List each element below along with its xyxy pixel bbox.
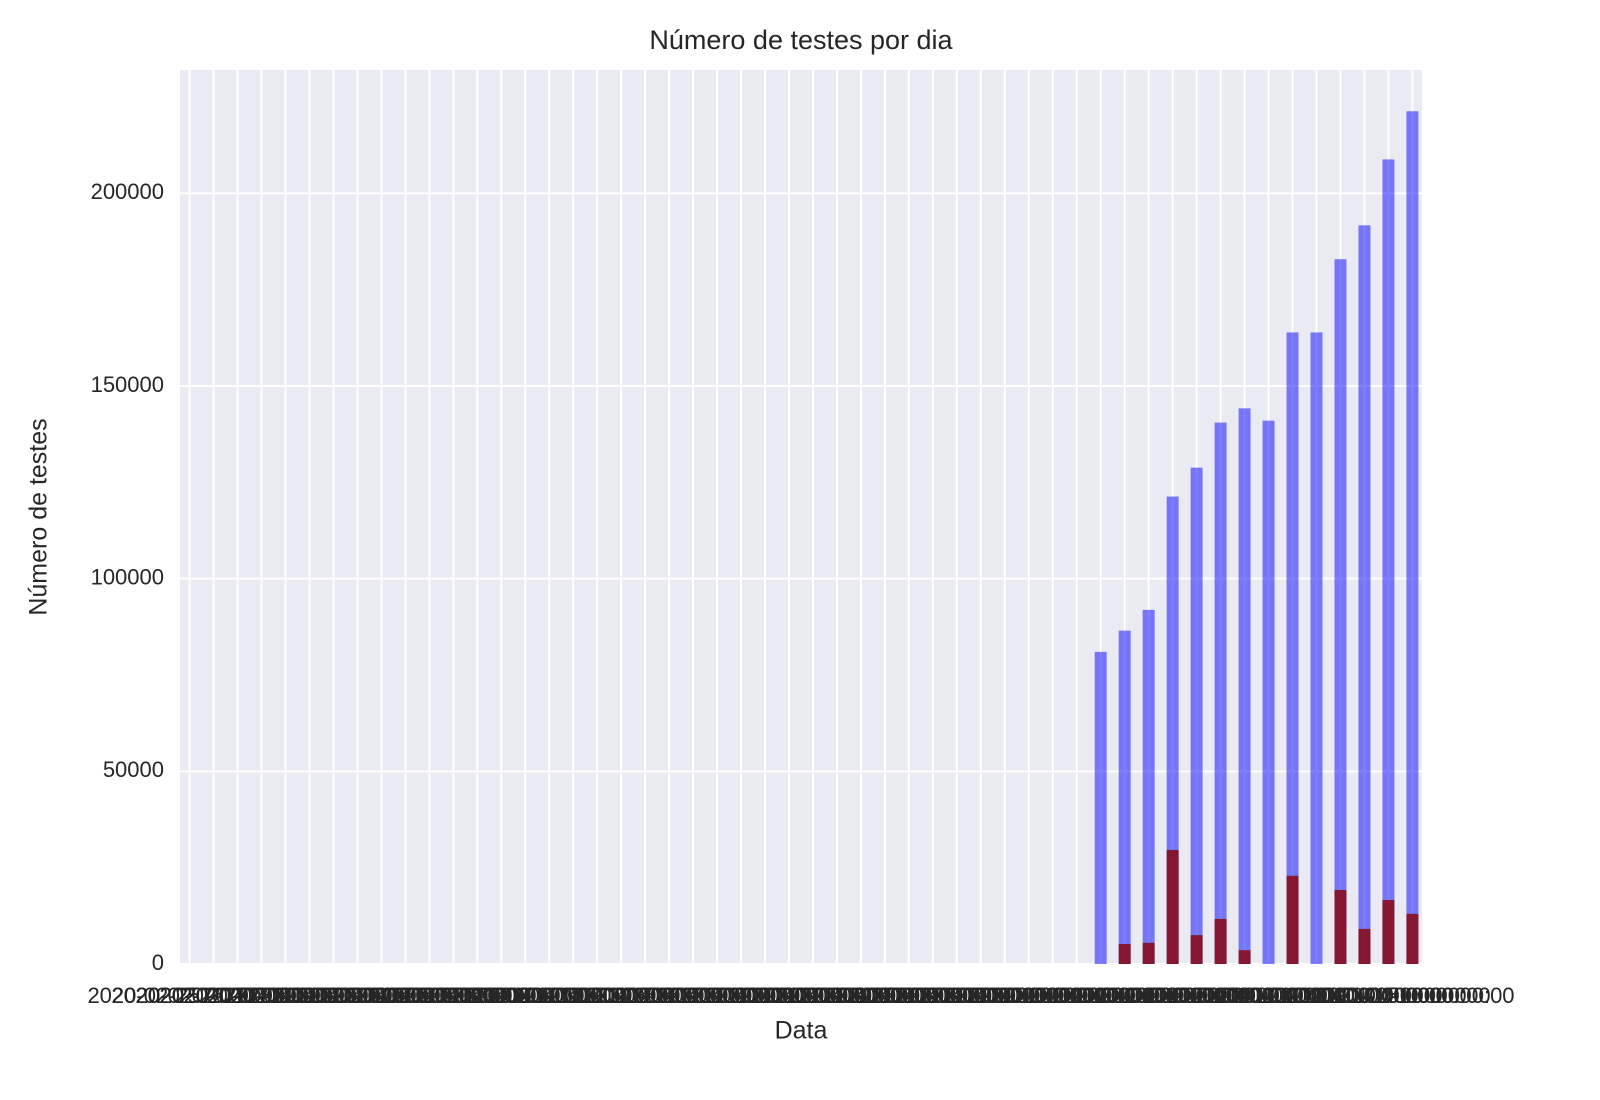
bar: [1166, 496, 1179, 964]
x-tick-label: 2020-02-25 00:00:00: [87, 983, 291, 1008]
x-tick-label: 2020-03-03 00:00:00: [255, 983, 459, 1008]
bar: [1166, 849, 1179, 964]
x-tick-label: 2020-03-11 00:00:00: [448, 983, 651, 1008]
x-tick-label: 2020-03-07 00:00:00: [351, 983, 555, 1008]
bar: [1406, 913, 1419, 964]
x-tick-label: 2020-04-12 00:00:00: [1214, 983, 1418, 1008]
x-tick-label: 2020-03-13 00:00:00: [495, 983, 699, 1008]
bar: [1094, 651, 1107, 964]
x-tick-label: 2020-03-05 00:00:00: [303, 983, 507, 1008]
bar: [1406, 111, 1419, 965]
bar: [1286, 332, 1299, 965]
y-tick-label: 200000: [91, 179, 164, 204]
x-tick-label: 2020-04-13 00:00:00: [1238, 983, 1442, 1008]
x-tick-label: 2020-03-12 00:00:00: [471, 983, 675, 1008]
y-tick-label: 0: [152, 950, 164, 975]
x-tick-label: 2020-03-28 00:00:00: [855, 983, 1059, 1008]
bar: [1310, 332, 1323, 965]
x-tick-label: 2020-03-15 00:00:00: [543, 983, 747, 1008]
bar: [1334, 890, 1347, 964]
bar: [1358, 225, 1371, 965]
x-tick-label: 2020-04-15 00:00:00: [1286, 983, 1490, 1008]
x-tick-label: 2020-04-16 00:00:00: [1310, 983, 1514, 1008]
x-tick-label: 2020-02-26 00:00:00: [111, 983, 315, 1008]
x-tick-label: 2020-03-09 00:00:00: [399, 983, 603, 1008]
x-tick-label: 2020-04-07 00:00:00: [1094, 983, 1298, 1008]
x-tick-label: 2020-03-08 00:00:00: [375, 983, 579, 1008]
bar: [1238, 408, 1251, 964]
bar: [1358, 928, 1371, 964]
bar: [1190, 467, 1203, 964]
x-tick-label: 2020-03-19 00:00:00: [639, 983, 843, 1008]
chart-title: Número de testes por dia: [649, 25, 953, 55]
x-tick-label: 2020-03-29 00:00:00: [879, 983, 1083, 1008]
x-tick-label: 2020-03-24 00:00:00: [759, 983, 963, 1008]
bar: [1262, 420, 1275, 964]
bar: [1190, 935, 1203, 964]
plot-area: [180, 70, 1422, 964]
x-tick-label: 2020-04-05 00:00:00: [1047, 983, 1251, 1008]
x-tick-label: 2020-03-02 00:00:00: [231, 983, 435, 1008]
x-tick-label: 2020-03-17 00:00:00: [591, 983, 795, 1008]
x-tick-label: 2020-04-11 00:00:00: [1191, 983, 1394, 1008]
y-tick-label: 50000: [103, 757, 164, 782]
x-tick-label: 2020-03-16 00:00:00: [567, 983, 771, 1008]
x-tick-label: 2020-02-27 00:00:00: [135, 983, 339, 1008]
bar: [1238, 950, 1251, 964]
x-tick-label: 2020-02-29 00:00:00: [183, 983, 387, 1008]
x-tick-label: 2020-03-14 00:00:00: [519, 983, 723, 1008]
x-tick-label: 2020-03-27 00:00:00: [831, 983, 1035, 1008]
x-tick-label: 2020-03-31 00:00:00: [927, 983, 1131, 1008]
x-tick-label: 2020-04-10 00:00:00: [1166, 983, 1370, 1008]
bar: [1118, 943, 1131, 964]
x-tick-label: 2020-03-21 00:00:00: [687, 983, 891, 1008]
bar: [1334, 259, 1347, 964]
x-tick-label: 2020-04-14 00:00:00: [1262, 983, 1466, 1008]
x-tick-label: 2020-03-22 00:00:00: [711, 983, 915, 1008]
x-tick-label: 2020-04-01 00:00:00: [951, 983, 1155, 1008]
x-tick-label: 2020-03-01 00:00:00: [207, 983, 411, 1008]
x-tick-label: 2020-03-23 00:00:00: [735, 983, 939, 1008]
x-tick-label: 2020-04-09 00:00:00: [1142, 983, 1346, 1008]
x-tick-label: 2020-03-04 00:00:00: [279, 983, 483, 1008]
x-tick-label: 2020-03-25 00:00:00: [783, 983, 987, 1008]
x-tick-label: 2020-04-04 00:00:00: [1023, 983, 1227, 1008]
x-tick-label: 2020-02-28 00:00:00: [159, 983, 363, 1008]
bar: [1214, 422, 1227, 964]
bar: [1142, 942, 1155, 964]
x-tick-label: 2020-04-08 00:00:00: [1118, 983, 1322, 1008]
x-tick-label: 2020-04-06 00:00:00: [1070, 983, 1274, 1008]
x-tick-label: 2020-03-26 00:00:00: [807, 983, 1011, 1008]
bar: [1214, 918, 1227, 964]
x-tick-label: 2020-03-20 00:00:00: [663, 983, 867, 1008]
bar: [1142, 609, 1155, 964]
y-axis-label: Número de testes: [25, 418, 53, 615]
x-tick-label: 2020-03-30 00:00:00: [903, 983, 1107, 1008]
bar: [1382, 900, 1395, 964]
bar: [1118, 630, 1131, 964]
x-tick-label: 2020-04-02 00:00:00: [975, 983, 1179, 1008]
x-tick-label: 2020-03-06 00:00:00: [327, 983, 531, 1008]
x-tick-label: 2020-04-03 00:00:00: [999, 983, 1203, 1008]
y-tick-label: 150000: [91, 372, 164, 397]
bar: [1382, 159, 1395, 964]
bar: [1286, 875, 1299, 964]
x-axis-label: Data: [775, 1017, 828, 1045]
x-tick-label: 2020-03-18 00:00:00: [615, 983, 819, 1008]
y-tick-label: 100000: [91, 564, 164, 589]
x-tick-label: 2020-03-10 00:00:00: [423, 983, 627, 1008]
